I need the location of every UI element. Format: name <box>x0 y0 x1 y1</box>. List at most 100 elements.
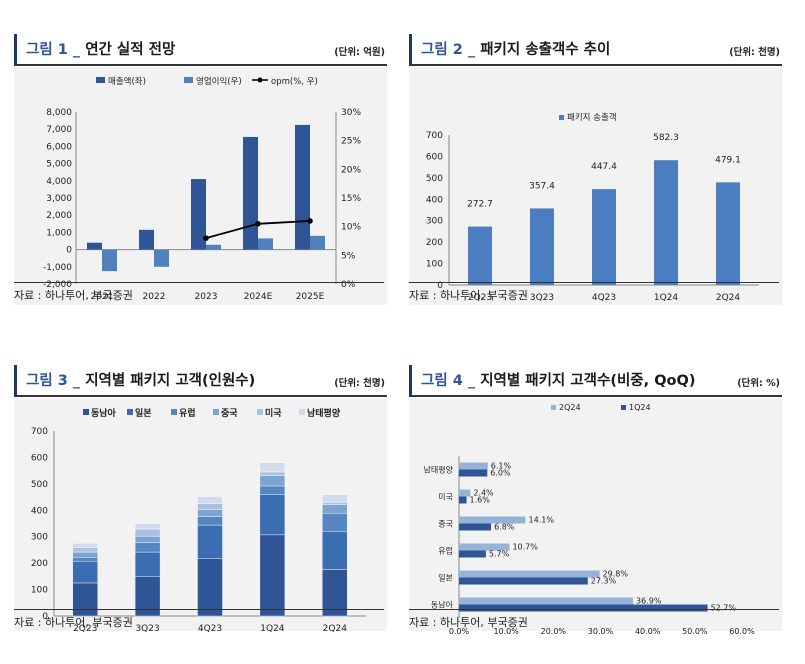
x-tick-label: 40.0% <box>635 627 661 636</box>
data-label: 36.9% <box>636 597 662 606</box>
bar <box>459 516 526 524</box>
stacked-bar-segment <box>322 504 348 514</box>
y-tick-label: 6,000 <box>46 142 72 152</box>
stacked-bar-segment <box>72 551 98 558</box>
data-label: 10.7% <box>512 543 538 552</box>
data-label: 447.4 <box>591 162 617 172</box>
x-tick-label: 10.0% <box>493 627 519 636</box>
opm-point <box>307 218 313 224</box>
chart-1: 매출액(좌) 영업이익(우) opm(%, 우) -2,000 -1,000 0 1,000… <box>43 76 361 302</box>
x-tick-label: 2Q24 <box>323 624 348 634</box>
stacked-bar-segment <box>259 471 286 476</box>
stacked-bar-segment <box>134 551 161 577</box>
y-tick-label: 미국 <box>438 493 453 502</box>
data-label: 479.1 <box>715 155 741 165</box>
y-tick-label: 200 <box>426 238 443 248</box>
x-tick-label: 2022 <box>143 292 166 302</box>
y-tick-label: 600 <box>426 152 443 162</box>
y-tick-label: 400 <box>31 506 48 516</box>
figure-4-title-text: 지역별 패키지 고객수(비중, QoQ) <box>480 373 696 389</box>
y-tick-label: -2,000 <box>43 280 72 290</box>
figure-3-title: 그림 3 _ 지역별 패키지 고객(인원수) <box>26 373 256 389</box>
legend-label: 미국 <box>265 407 282 419</box>
data-label: 14.1% <box>529 516 555 525</box>
figure-2-header: 그림 2 _ 패키지 송출객수 추이 (단위: 천명) <box>409 34 782 66</box>
y-tick-label: 4,000 <box>46 177 72 187</box>
stacked-bar-segment <box>72 561 98 584</box>
bar <box>459 604 708 612</box>
stacked-bar-segment <box>322 502 348 505</box>
stacked-bar-segment <box>259 485 286 495</box>
stacked-bar-segment <box>134 523 161 530</box>
stacked-bar-segment <box>134 542 161 553</box>
y2-tick-label: 10% <box>341 223 361 233</box>
figure-4-title: 그림 4 _ 지역별 패키지 고객수(비중, QoQ) <box>421 373 696 389</box>
stacked-bar-segment <box>197 516 223 526</box>
data-label: 357.4 <box>529 181 555 191</box>
x-tick-label: 0.0% <box>449 627 470 636</box>
legend-swatch <box>621 405 626 410</box>
figure-1-number: 그림 1 <box>26 42 68 58</box>
y-tick-label: 8,000 <box>46 108 72 118</box>
legend-label: 2Q24 <box>559 403 581 412</box>
bar <box>592 189 616 285</box>
stacked-bar-segment <box>72 557 98 562</box>
x-tick-label: 2023 <box>195 292 218 302</box>
legend-label: 1Q24 <box>629 403 651 412</box>
y2-tick-label: 25% <box>341 137 361 147</box>
y-tick-label: 7,000 <box>46 125 72 135</box>
bar <box>102 249 117 272</box>
bar <box>139 229 154 250</box>
bar <box>459 577 588 585</box>
bar <box>459 469 488 477</box>
y2-tick-label: 5% <box>341 251 356 261</box>
y-tick-label: 동남아 <box>431 600 454 610</box>
bar <box>654 160 678 285</box>
y-tick-label: 0 <box>66 246 72 256</box>
figure-1-title: 그림 1 _ 연간 실적 전망 <box>26 42 176 58</box>
y-tick-label: 700 <box>426 131 443 141</box>
y2-tick-label: 30% <box>341 108 361 118</box>
data-label: 52.7% <box>711 604 737 613</box>
legend-swatch <box>184 77 193 83</box>
chart-4: 2Q24 1Q24 0.0% 10.0% 20.0% 30.0% 40.0% 50.0% 60.… <box>424 403 756 636</box>
y-tick-label: 500 <box>31 480 48 490</box>
y-tick-label: 100 <box>31 586 48 596</box>
legend-label: 영업이익(우) <box>196 76 242 87</box>
y2-tick-label: 20% <box>341 165 361 175</box>
data-label: 2.4% <box>473 489 494 498</box>
x-tick-label: 2021 <box>91 292 114 302</box>
figure-1-plot-area: 매출액(좌) 영업이익(우) opm(%, 우) -2,000 -1,000 0 1,000… <box>14 67 387 305</box>
y-tick-label: 300 <box>426 217 443 227</box>
stacked-bar-segment <box>259 534 286 617</box>
data-label: 1.6% <box>470 496 491 505</box>
legend-label: 일본 <box>135 407 152 419</box>
figure-3-plot-area: 동남아 일본 유럽 중국 미국 남태평양 0 100 200 300 400 500 600 700 2Q2… <box>14 398 387 634</box>
legend-label: 매출액(좌) <box>108 76 146 87</box>
x-tick-label: 50.0% <box>682 627 708 636</box>
x-tick-label: 2Q23 <box>468 293 492 303</box>
figure-1-header: 그림 1 _ 연간 실적 전망 (단위: 억원) <box>14 34 387 66</box>
bar <box>459 462 488 470</box>
bar <box>459 489 471 497</box>
bar <box>191 179 206 250</box>
figure-3-number: 그림 3 <box>26 373 68 389</box>
stacked-bar-segment <box>197 558 223 617</box>
x-tick-label: 2025E <box>296 292 325 302</box>
y-tick-label: 5,000 <box>46 160 72 170</box>
stacked-bar-segment <box>322 512 348 532</box>
x-tick-label: 2024E <box>244 292 273 302</box>
x-tick-label: 1Q24 <box>654 293 679 303</box>
stacked-bar-segment <box>72 543 98 548</box>
figure-3-title-text: 지역별 패키지 고객(인원수) <box>85 373 256 389</box>
data-label: 6.0% <box>490 469 511 478</box>
y-tick-label: 700 <box>31 427 48 437</box>
y-tick-label: 2,000 <box>46 211 72 221</box>
data-label: 5.7% <box>489 550 510 559</box>
bar <box>258 238 273 250</box>
figure-4-header: 그림 4 _ 지역별 패키지 고객수(비중, QoQ) (단위: %) <box>409 365 782 397</box>
bar <box>459 496 467 504</box>
bar <box>154 249 169 267</box>
bar <box>459 570 600 578</box>
y-tick-label: 1,000 <box>46 228 72 238</box>
